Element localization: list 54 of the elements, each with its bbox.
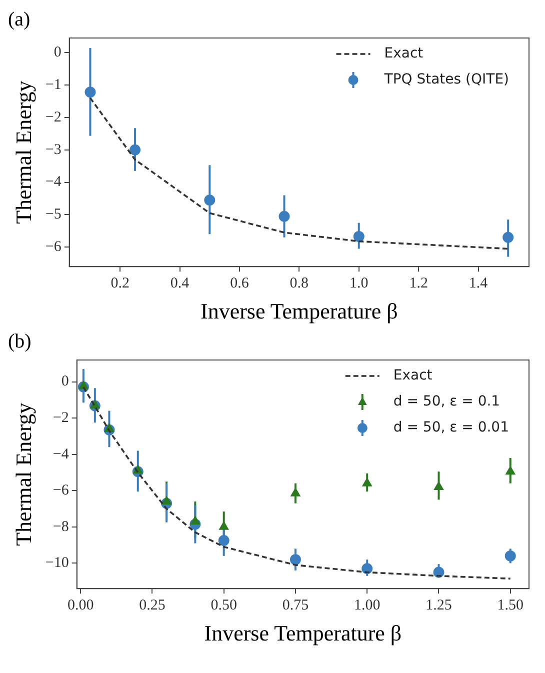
point [290,554,301,566]
y-tick-label: −3 [45,142,62,158]
x-tick-label: 0.00 [67,598,94,614]
y-tick-label: −4 [52,446,70,462]
point [130,144,141,156]
legend-label: Exact [393,368,433,384]
x-tick-label: 1.2 [409,276,428,292]
point [278,210,290,222]
x-tick-label: 0.25 [139,598,166,614]
point [434,482,444,490]
point [506,466,516,475]
y-tick-label: −2 [45,109,62,126]
point [190,516,200,524]
point [290,488,300,496]
x-tick-label: 0.2 [110,276,130,292]
y-tick-label: −5 [45,206,62,223]
legend-label: TPQ States (QITE) [383,72,510,88]
point [353,230,364,242]
y-tick-label: 0 [54,44,62,61]
y-tick-label: 0 [61,374,69,390]
x-axis-title: Inverse Temperature β [204,620,402,646]
point [502,232,514,243]
point [204,194,216,206]
y-tick-label: −6 [52,482,70,499]
chart-title: (a) [8,8,30,30]
x-tick-label: 0.50 [210,598,237,614]
point [218,535,230,546]
point [162,496,172,505]
legend-label: Exact [384,46,424,62]
y-tick-label: −8 [52,518,69,535]
x-axis-title: Inverse Temperature β [200,298,398,324]
y-axis-title: Thermal Energy [10,402,36,546]
point [84,86,96,98]
x-tick-label: 0.4 [170,276,190,292]
x-tick-label: 1.25 [426,598,452,614]
x-tick-label: 1.50 [497,598,524,614]
point [219,521,229,530]
y-tick-label: −4 [45,174,62,190]
x-tick-label: 0.8 [290,276,309,292]
x-tick-label: 1.00 [354,598,380,614]
legend-label: d = 50, ε = 0.01 [393,420,510,436]
x-tick-label: 0.6 [230,276,250,292]
x-tick-label: 0.75 [282,598,309,614]
x-tick-label: 1.4 [468,276,488,292]
y-tick-label: −10 [45,555,69,572]
legend-label: d = 50, ε = 0.1 [393,394,500,410]
x-tick-label: 1.0 [350,276,368,292]
y-axis-title: Thermal Energy [10,80,36,224]
point [362,478,372,486]
y-tick-label: −1 [45,76,62,93]
y-tick-label: −6 [45,239,62,256]
chart-title: (b) [8,330,32,352]
point [504,550,516,562]
y-tick-label: −2 [52,410,69,426]
